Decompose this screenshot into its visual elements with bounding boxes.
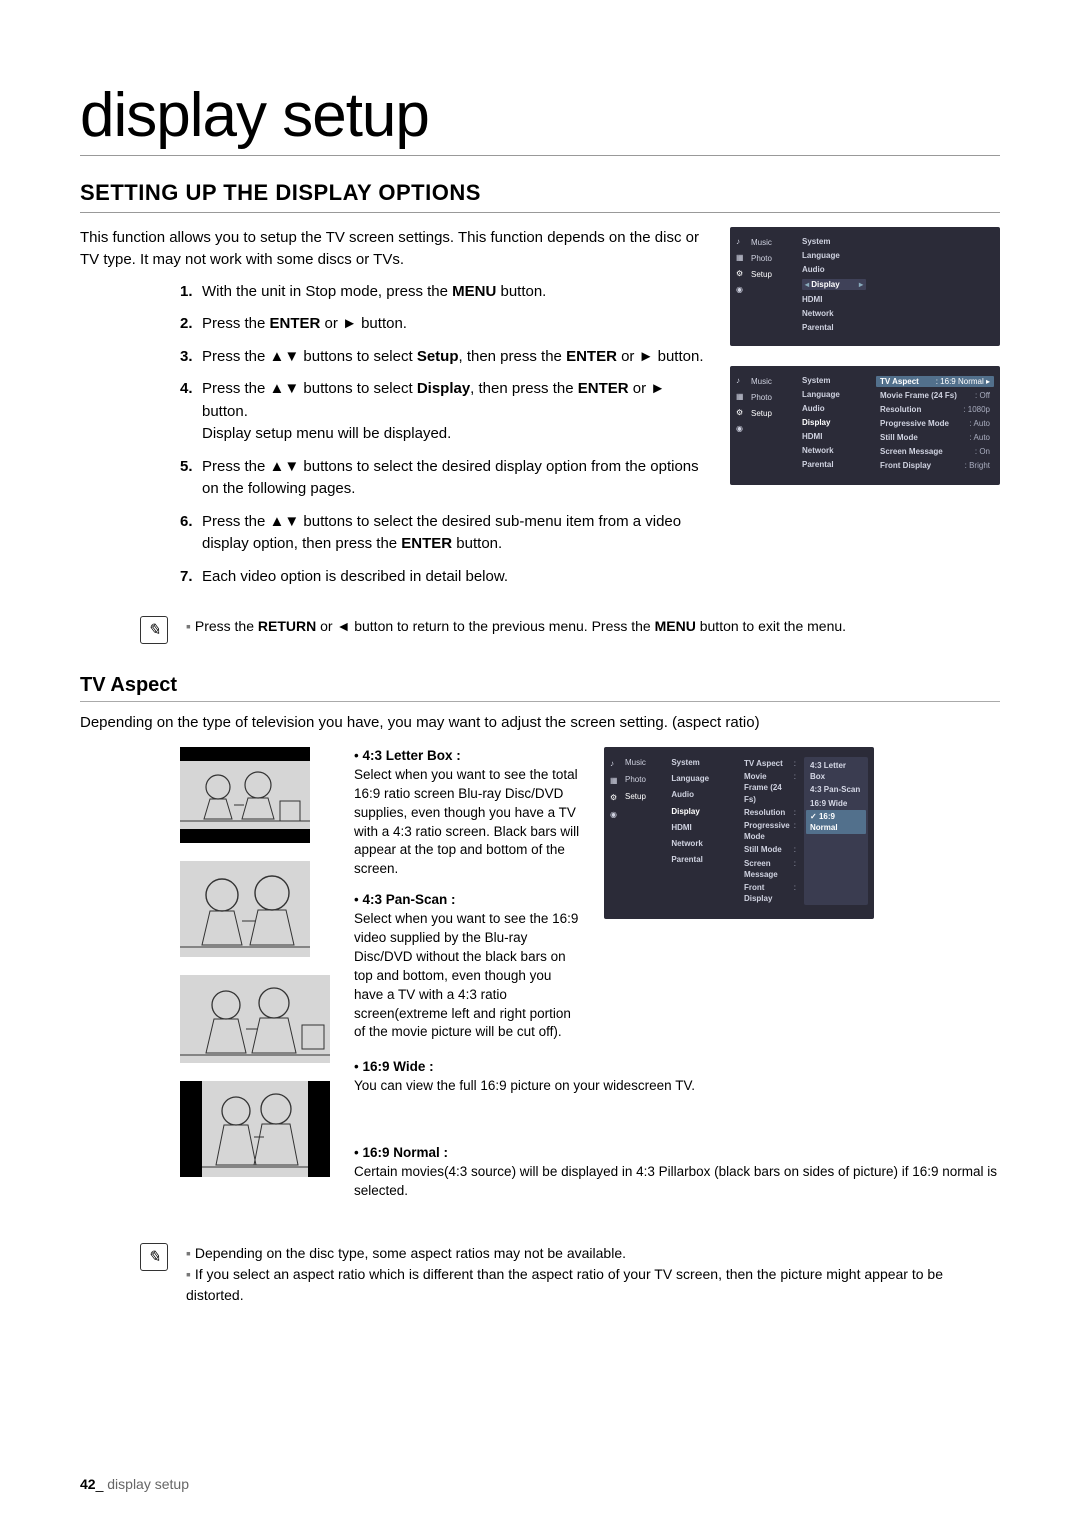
- aspect-item: • 4:3 Letter Box : Select when you want …: [354, 747, 584, 879]
- aspect-item: • 4:3 Pan-Scan : Select when you want to…: [354, 891, 584, 1042]
- step-item: 1.With the unit in Stop mode, press the …: [180, 281, 710, 304]
- music-icon: ♪: [736, 376, 746, 386]
- photo-icon: ▦: [610, 775, 620, 785]
- aspect-item: • 16:9 Normal : Certain movies(4:3 sourc…: [354, 1144, 1000, 1201]
- section-heading: SETTING UP THE DISPLAY OPTIONS: [80, 180, 1000, 213]
- music-icon: ♪: [736, 237, 746, 247]
- step-item: 3.Press the ▲▼ buttons to select Setup, …: [180, 346, 710, 369]
- osd-menu-list: System Language Audio ◂ Display ▸ HDMI N…: [798, 233, 870, 336]
- thumb-letterbox: [180, 747, 310, 843]
- setup-icon: ⚙: [610, 792, 620, 802]
- photo-icon: ▦: [736, 253, 746, 263]
- subsection-heading: TV Aspect: [80, 674, 1000, 702]
- step-item: 6.Press the ▲▼ buttons to select the des…: [180, 511, 710, 556]
- page-footer: 42_ display setup: [80, 1476, 189, 1492]
- disc-icon: ◉: [736, 285, 746, 295]
- osd-menu-list: System Language Audio Display HDMI Netwo…: [667, 753, 734, 909]
- setup-icon: ⚙: [736, 408, 746, 418]
- step-item: 4.Press the ▲▼ buttons to select Display…: [180, 378, 710, 446]
- osd-sidebar: ♪Music ▦Photo ⚙Setup ◉: [730, 372, 798, 475]
- setup-icon: ⚙: [736, 269, 746, 279]
- step-item: 7.Each video option is described in deta…: [180, 566, 710, 589]
- photo-icon: ▦: [736, 392, 746, 402]
- thumb-normal: [180, 1081, 330, 1177]
- disc-icon: ◉: [736, 424, 746, 434]
- osd-sidebar: ♪Music ▦Photo ⚙Setup ◉: [604, 753, 667, 909]
- osd-settings-list: TV Aspect: Movie Frame (24 Fs): Resoluti…: [734, 753, 874, 909]
- page-number: 42: [80, 1476, 96, 1492]
- osd-settings-list: TV Aspect: 16:9 Normal ▸ Movie Frame (24…: [870, 372, 1000, 475]
- aspect-item: • 16:9 Wide : You can view the full 16:9…: [354, 1058, 1000, 1096]
- note-icon: ✎: [140, 1243, 168, 1271]
- osd-screenshot-display: ♪Music ▦Photo ⚙Setup ◉ System Language A…: [730, 366, 1000, 485]
- osd-screenshot-setup: ♪Music ▦Photo ⚙Setup ◉ System Language A…: [730, 227, 1000, 346]
- thumb-panscan: [180, 861, 310, 957]
- disc-icon: ◉: [610, 809, 620, 819]
- page-title: display setup: [80, 80, 1000, 156]
- osd-sidebar: ♪Music ▦Photo ⚙Setup ◉: [730, 233, 798, 336]
- steps-list: 1.With the unit in Stop mode, press the …: [180, 281, 710, 589]
- step-item: 5.Press the ▲▼ buttons to select the des…: [180, 456, 710, 501]
- music-icon: ♪: [610, 758, 620, 768]
- thumb-wide: [180, 975, 330, 1063]
- note-text: Press the RETURN or ◄ button to return t…: [186, 616, 846, 637]
- osd-screenshot-aspect: ♪Music ▦Photo ⚙Setup ◉ System Language A…: [604, 747, 874, 919]
- note-text: Depending on the disc type, some aspect …: [186, 1243, 1000, 1306]
- step-item: 2.Press the ENTER or ► button.: [180, 313, 710, 336]
- osd-menu-list: System Language Audio Display HDMI Netwo…: [798, 372, 870, 475]
- note-icon: ✎: [140, 616, 168, 644]
- intro-paragraph: This function allows you to setup the TV…: [80, 227, 710, 271]
- subsection-intro: Depending on the type of television you …: [80, 714, 1000, 731]
